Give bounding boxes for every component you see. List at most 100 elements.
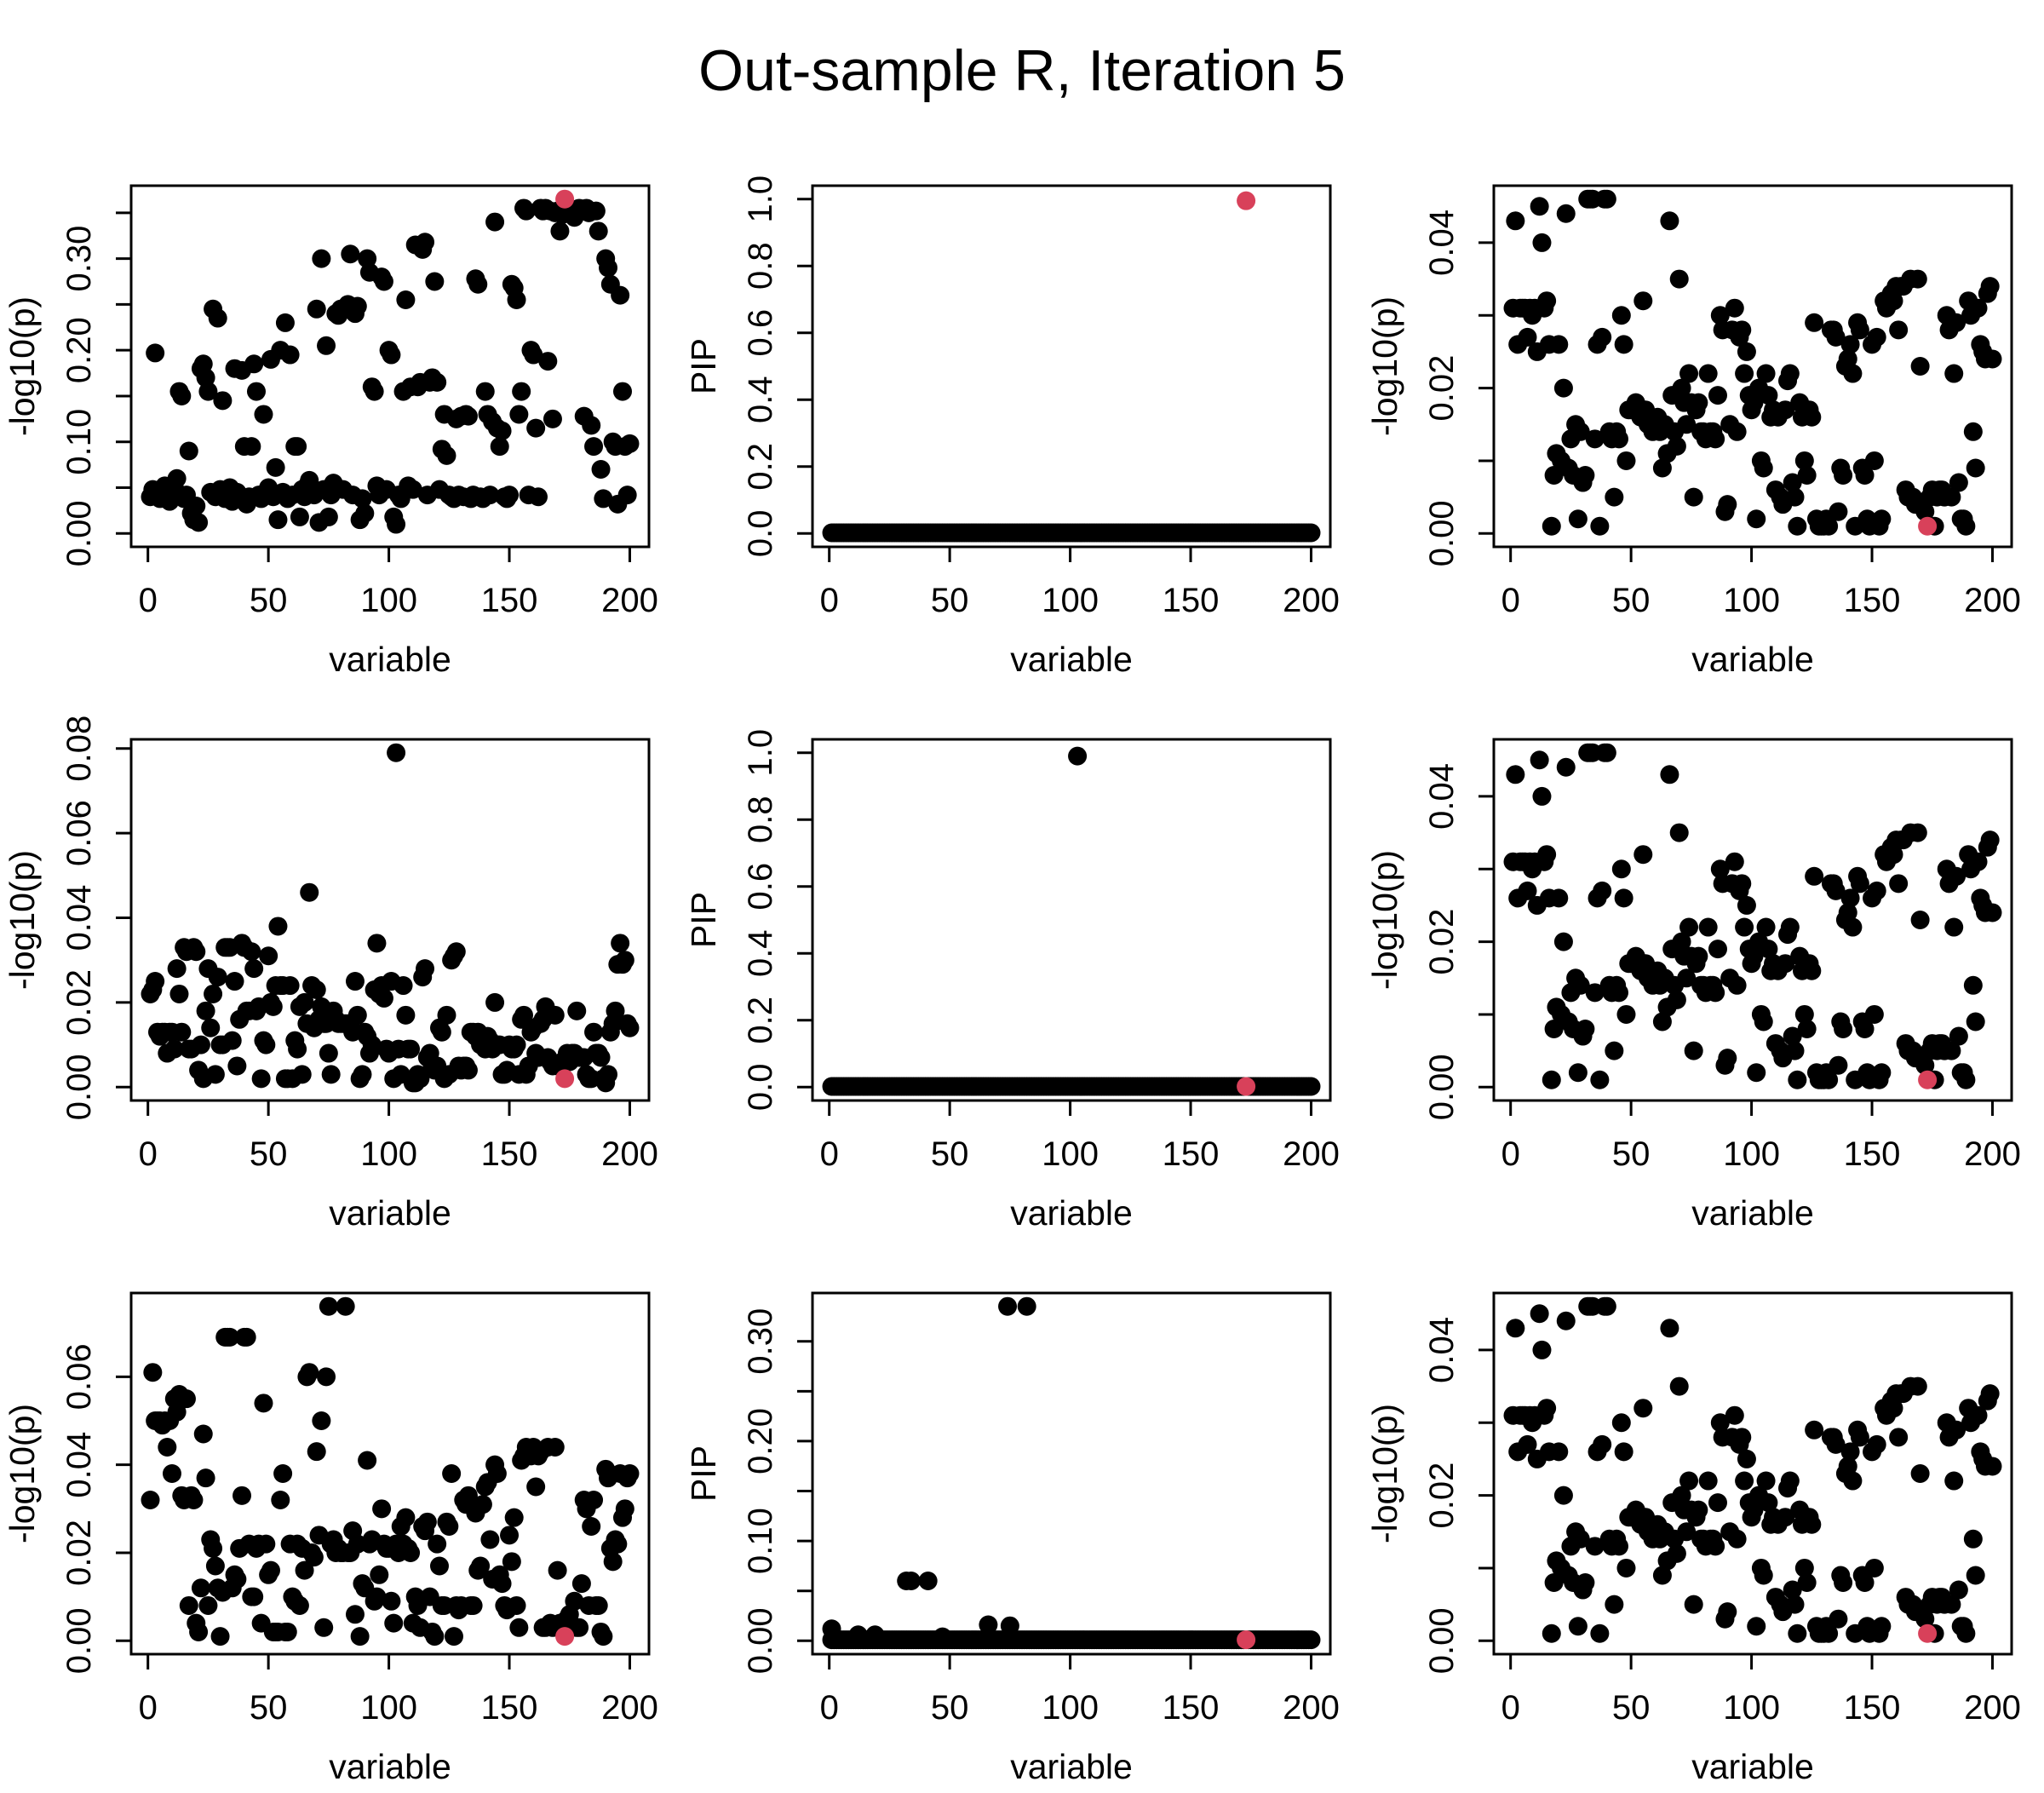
data-point (567, 1001, 587, 1020)
data-point (1737, 342, 1756, 361)
data-point (1829, 1609, 1848, 1629)
data-point (403, 480, 422, 499)
data-point (1667, 436, 1686, 456)
data-point (1698, 1471, 1718, 1491)
panel-r3c2: 0 50 100 150 200 variable 0.00 0.10 0.20 0.30 PIP (681, 1235, 1363, 1789)
data-point (1609, 983, 1628, 1003)
data-point (1672, 932, 1691, 951)
y-tick-label: 0.04 (1423, 1317, 1461, 1383)
data-point (189, 513, 209, 532)
data-point (500, 1526, 520, 1545)
data-point (490, 437, 509, 457)
data-point (1776, 1508, 1795, 1527)
data-point (480, 1530, 500, 1549)
data-point (172, 386, 192, 405)
data-point (1506, 765, 1525, 784)
data-point (1677, 968, 1697, 988)
y-axis-title: -log10(p) (1365, 1404, 1404, 1543)
outlier-point (1068, 746, 1088, 766)
points (822, 1296, 1321, 1650)
data-point (1850, 320, 1869, 340)
data-point (620, 1018, 640, 1037)
data-point (1593, 881, 1612, 900)
data-point (307, 1442, 326, 1462)
data-point (1826, 327, 1846, 347)
data-point (1915, 1055, 1935, 1075)
x-tick-label: 200 (1283, 1135, 1340, 1173)
data-point (1850, 1428, 1869, 1447)
data-point (1956, 1623, 1976, 1643)
data-point (1542, 1070, 1561, 1089)
data-point (1797, 466, 1817, 486)
data-point (300, 1363, 319, 1382)
x-tick-label: 0 (139, 1689, 158, 1727)
x-tick-label: 150 (1844, 1689, 1901, 1727)
data-point (167, 959, 187, 979)
data-point (620, 434, 640, 453)
data-point (1737, 895, 1756, 915)
data-point (458, 1060, 478, 1080)
scatter-plot-r2c1: 0 50 100 150 200 variable 0.00 0.02 0.04 0.06 0.08… (3, 715, 658, 1233)
data-point (268, 917, 288, 936)
data-point (492, 1574, 512, 1594)
data-point (251, 1069, 271, 1089)
data-point (1840, 335, 1860, 354)
data-point (1829, 502, 1848, 521)
data-point (524, 345, 543, 365)
data-point (1689, 393, 1708, 412)
data-point (261, 1560, 280, 1580)
data-point (543, 409, 562, 428)
data-point (290, 1595, 309, 1615)
data-point (1754, 458, 1773, 478)
data-point (1518, 1434, 1537, 1454)
x-tick-label: 50 (250, 1689, 288, 1727)
data-point (280, 976, 300, 996)
highlight-point (1237, 1077, 1256, 1096)
data-point (393, 976, 413, 996)
data-point (401, 1543, 421, 1562)
points (1503, 1296, 2002, 1643)
data-point (307, 299, 326, 319)
y-tick-label: 0.04 (60, 885, 98, 951)
data-point (1840, 1442, 1860, 1462)
data-point (164, 1039, 184, 1059)
data-point (227, 1056, 247, 1076)
data-point (611, 934, 630, 953)
data-point (319, 1296, 338, 1316)
data-point (1802, 1514, 1822, 1534)
baseline-point (1301, 523, 1321, 543)
y-tick-label: 0.00 (1423, 1607, 1461, 1674)
x-tick-label: 0 (1501, 1135, 1520, 1173)
data-point (1544, 466, 1564, 486)
data-point (584, 1022, 604, 1042)
data-point (1506, 211, 1525, 231)
x-axis: 0 50 100 150 200 variable (139, 1101, 658, 1233)
data-point (416, 959, 435, 979)
data-point (1838, 1457, 1857, 1476)
data-point (1864, 1558, 1884, 1577)
y-tick-label: 0.02 (1423, 909, 1461, 975)
data-point (417, 1512, 437, 1532)
data-point (1759, 940, 1778, 959)
data-point (292, 1065, 312, 1084)
data-point (268, 510, 288, 530)
y-axis: 0.00 0.10 0.20 0.30 PIP (684, 1308, 812, 1674)
y-tick-label: 0.06 (60, 800, 98, 866)
y-tick-label: 0.00 (60, 1054, 98, 1120)
data-point (1679, 1471, 1699, 1491)
x-axis: 0 50 100 150 200 variable (820, 1654, 1340, 1786)
x-tick-label: 150 (481, 1135, 538, 1173)
y-axis: 0.00 0.02 0.04 -log10(p) (1365, 210, 1494, 566)
data-point (545, 1005, 565, 1025)
outlier-point (979, 1615, 998, 1635)
data-point (1614, 888, 1633, 908)
x-tick-label: 0 (820, 1689, 839, 1727)
x-tick-label: 50 (250, 582, 288, 619)
data-point (143, 1363, 163, 1382)
data-point (584, 1490, 604, 1509)
data-point (345, 1605, 365, 1624)
data-point (227, 1569, 247, 1589)
data-point (191, 1578, 210, 1598)
data-point (1593, 327, 1612, 347)
scatter-plot-r1c2: 0 50 100 150 200 variable 0.0 0.2 0.4 0.6 0.8 1.0 PI… (684, 175, 1340, 679)
